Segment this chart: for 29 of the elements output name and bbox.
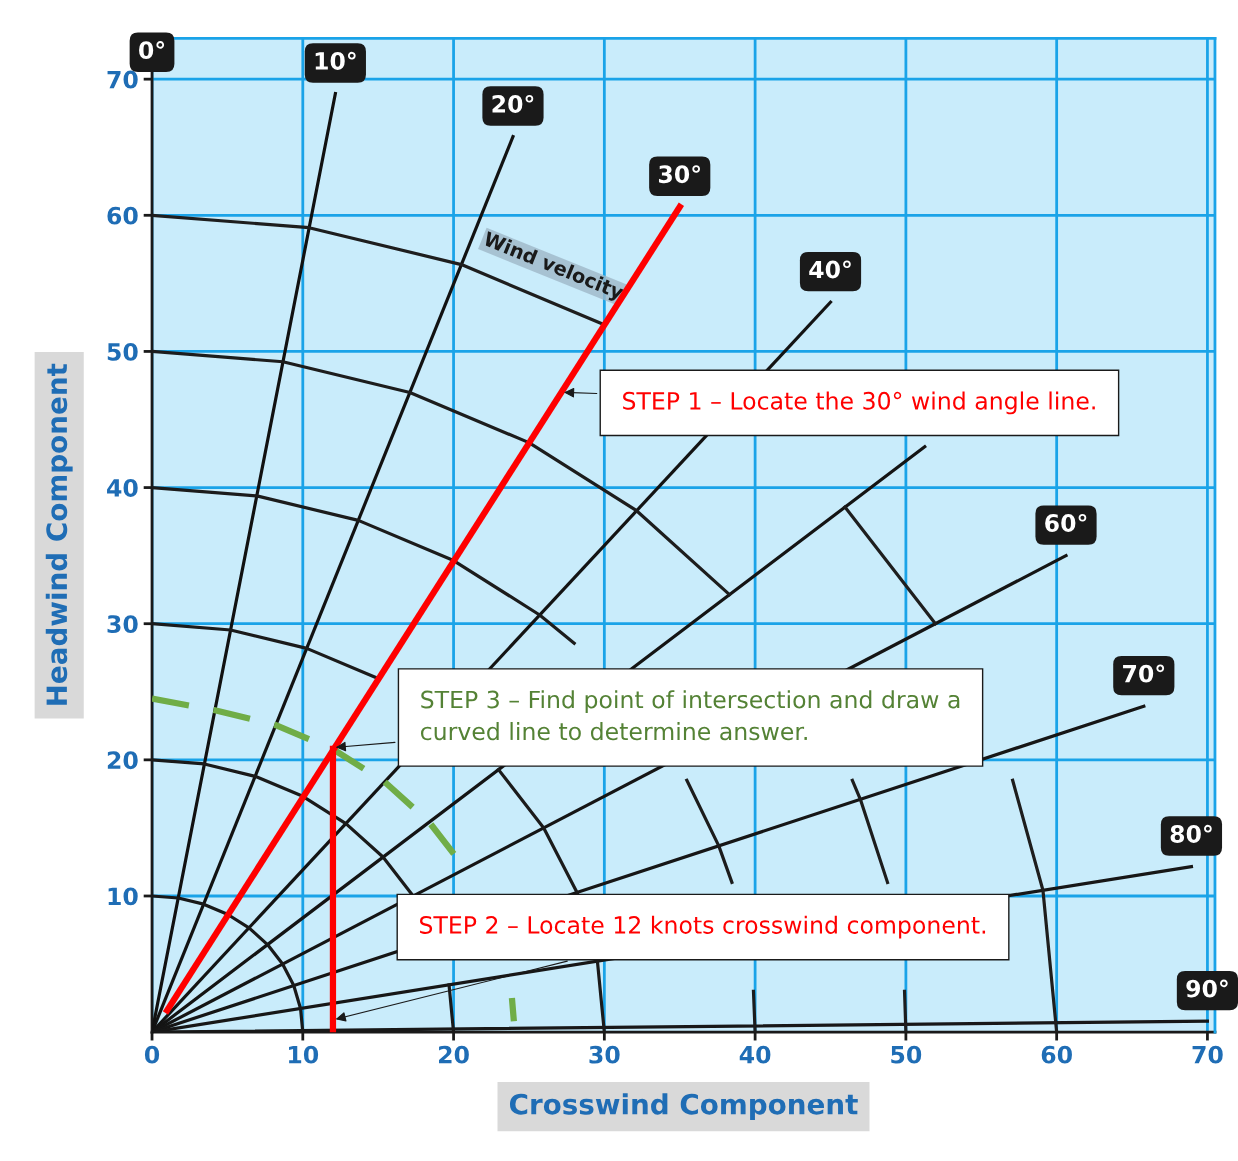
annotation: STEP 1 – Locate the 30° wind angle line. (623, 391, 1095, 415)
annotation: STEP 3 – Find point of intersection and draw a curved line to determine answer. (420, 690, 960, 741)
y-tick-label: 30 (107, 615, 138, 634)
annotation: 80° (1170, 824, 1212, 843)
x-tick-label: 20 (439, 1045, 469, 1064)
annotation: 60° (1045, 513, 1087, 532)
x-axis-title: Crosswind Component (509, 1093, 858, 1121)
annotation: 0° (139, 41, 165, 60)
annotation: STEP 2 – Locate 12 knots crosswind component. (420, 915, 986, 939)
x-tick-label: 0 (144, 1045, 160, 1064)
y-tick-label: 50 (107, 342, 138, 361)
x-tick-label: 10 (289, 1045, 319, 1064)
annotation: 40° (809, 260, 851, 279)
x-tick-label: 40 (739, 1045, 771, 1064)
y-tick-label: 60 (107, 206, 138, 225)
x-tick-label: 60 (1041, 1045, 1072, 1064)
annotation: 70° (1123, 664, 1165, 683)
y-axis-title: Headwind Component (45, 363, 73, 705)
annotation: 10° (315, 51, 356, 70)
annotation: 30° (658, 165, 700, 184)
annotation: 20° (492, 94, 534, 113)
y-tick-label: 70 (107, 70, 138, 89)
y-tick-label: 20 (107, 751, 138, 770)
annotation: 90° (1186, 979, 1228, 998)
x-tick-label: 70 (1192, 1045, 1223, 1064)
y-tick-label: 10 (108, 887, 138, 906)
x-tick-label: 50 (891, 1045, 922, 1064)
y-tick-label: 40 (107, 479, 138, 497)
x-tick-label: 30 (589, 1045, 620, 1064)
